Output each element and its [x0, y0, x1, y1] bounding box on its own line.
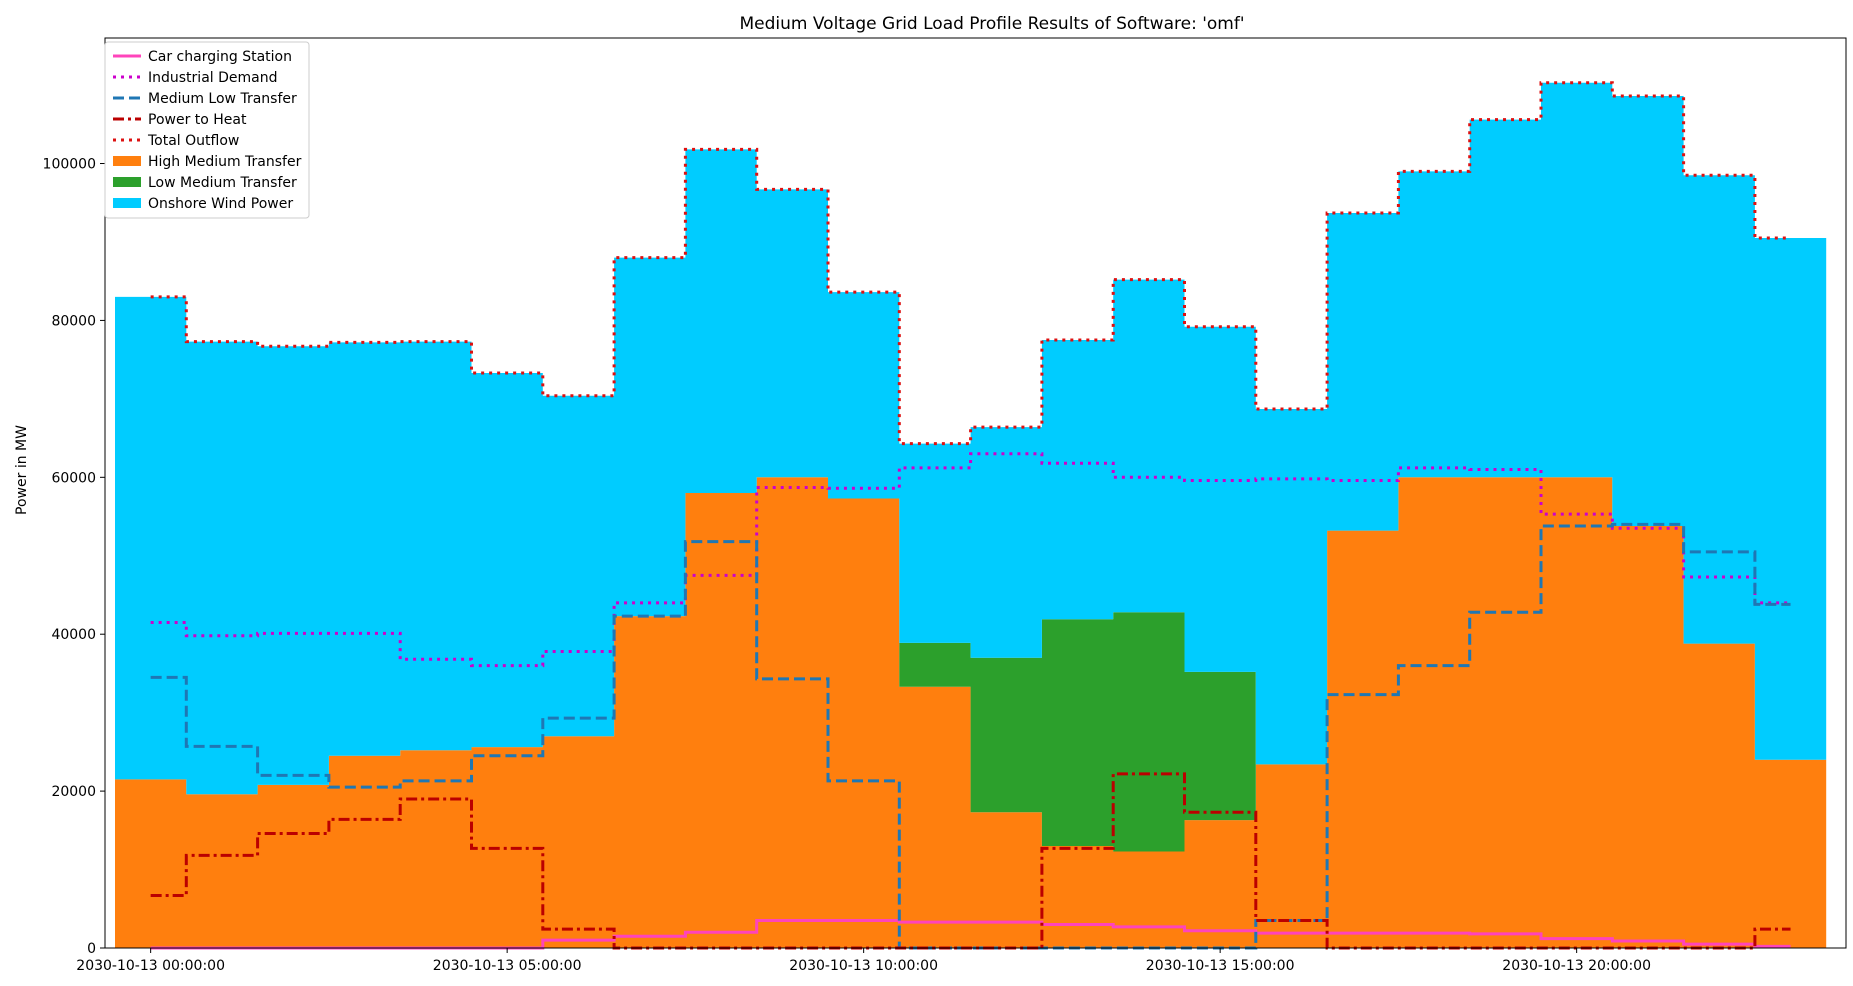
y-tick-label: 60000: [51, 470, 96, 486]
legend-label-industrial-demand: Industrial Demand: [148, 70, 277, 86]
legend-box: [104, 41, 310, 219]
x-tick-label: 2030-10-13 20:00:00: [1502, 958, 1651, 974]
chart-title: Medium Voltage Grid Load Profile Results…: [739, 14, 1244, 34]
x-tick-label: 2030-10-13 00:00:00: [76, 958, 225, 974]
legend-label-medium-low-transfer: Medium Low Transfer: [148, 91, 297, 107]
legend-label-total-outflow: Total Outflow: [147, 133, 239, 149]
y-tick-label: 40000: [51, 627, 96, 643]
legend-label-car-charging-station: Car charging Station: [148, 49, 292, 65]
y-tick-label: 80000: [51, 313, 96, 329]
legend-swatch-low-medium-transfer: [113, 177, 141, 187]
line-industrial-demand: [150, 452, 1791, 668]
y-tick-label: 100000: [43, 157, 96, 173]
y-tick-label: 0: [87, 941, 96, 957]
x-tick-label: 2030-10-13 05:00:00: [433, 958, 582, 974]
legend: Car charging Station Industrial Demand Med…: [104, 41, 310, 219]
area-low-medium-transfer: [115, 477, 1827, 852]
legend-label-high-medium-transfer: High Medium Transfer: [148, 154, 302, 170]
line-medium-low-transfer: [150, 522, 1791, 950]
axes: 0 20000 40000 60000 80000 100000 2030-10-13 00…: [43, 37, 1847, 974]
legend-label-low-medium-transfer: Low Medium Transfer: [148, 175, 297, 191]
x-tick-label: 2030-10-13 15:00:00: [1146, 958, 1295, 974]
legend-swatch-onshore-wind-power: [113, 198, 141, 208]
legend-swatch-high-medium-transfer: [113, 156, 141, 166]
y-tick-label: 20000: [51, 784, 96, 800]
legend-label-onshore-wind-power: Onshore Wind Power: [148, 196, 293, 212]
plot-area: [115, 81, 1827, 950]
axes-frame: [104, 37, 1847, 949]
legend-label-power-to-heat: Power to Heat: [148, 112, 247, 128]
x-tick-label: 2030-10-13 10:00:00: [789, 958, 938, 974]
y-axis-label: Power in MW: [14, 425, 30, 515]
